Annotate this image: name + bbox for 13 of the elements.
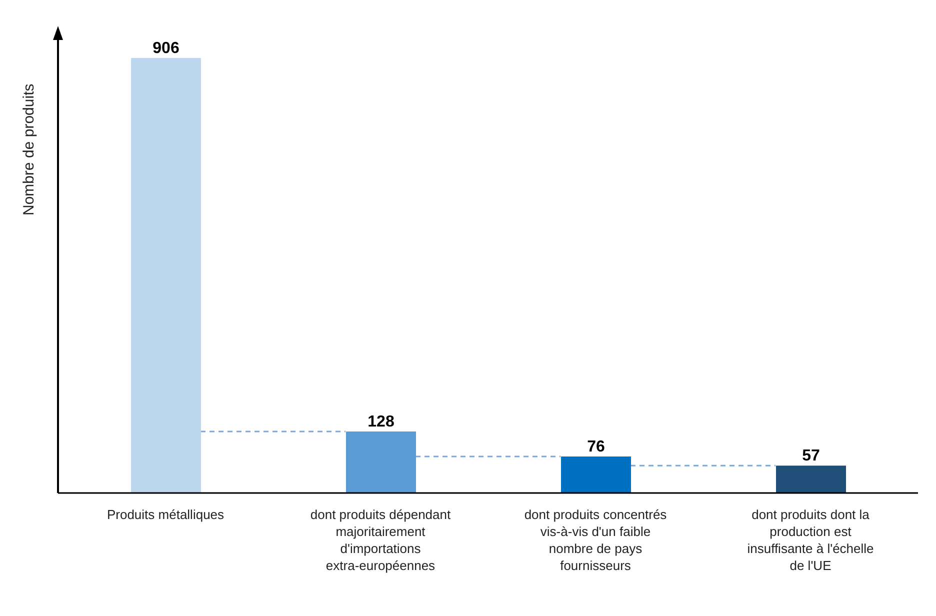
x-tick-label: dont produits concentrés vis-à-vis d'un faible nombre de pays fournisseurs <box>524 507 668 573</box>
bar <box>131 58 201 493</box>
x-tick-label: Produits métalliques <box>106 507 225 522</box>
bar <box>561 456 631 493</box>
data-label: 57 <box>802 448 820 465</box>
bar <box>346 432 416 493</box>
data-label: 906 <box>152 40 180 57</box>
data-label: 128 <box>368 414 394 431</box>
bar <box>776 466 846 493</box>
x-tick-label: dont produits dont la production est insuffisante à l'échelle de l'UE <box>747 507 874 573</box>
data-label: 76 <box>587 438 605 456</box>
x-tick-label: dont produits dépendant majoritairement d'importations extra-européennes <box>310 507 451 573</box>
y-axis-title: Nombre de produits <box>20 84 38 216</box>
